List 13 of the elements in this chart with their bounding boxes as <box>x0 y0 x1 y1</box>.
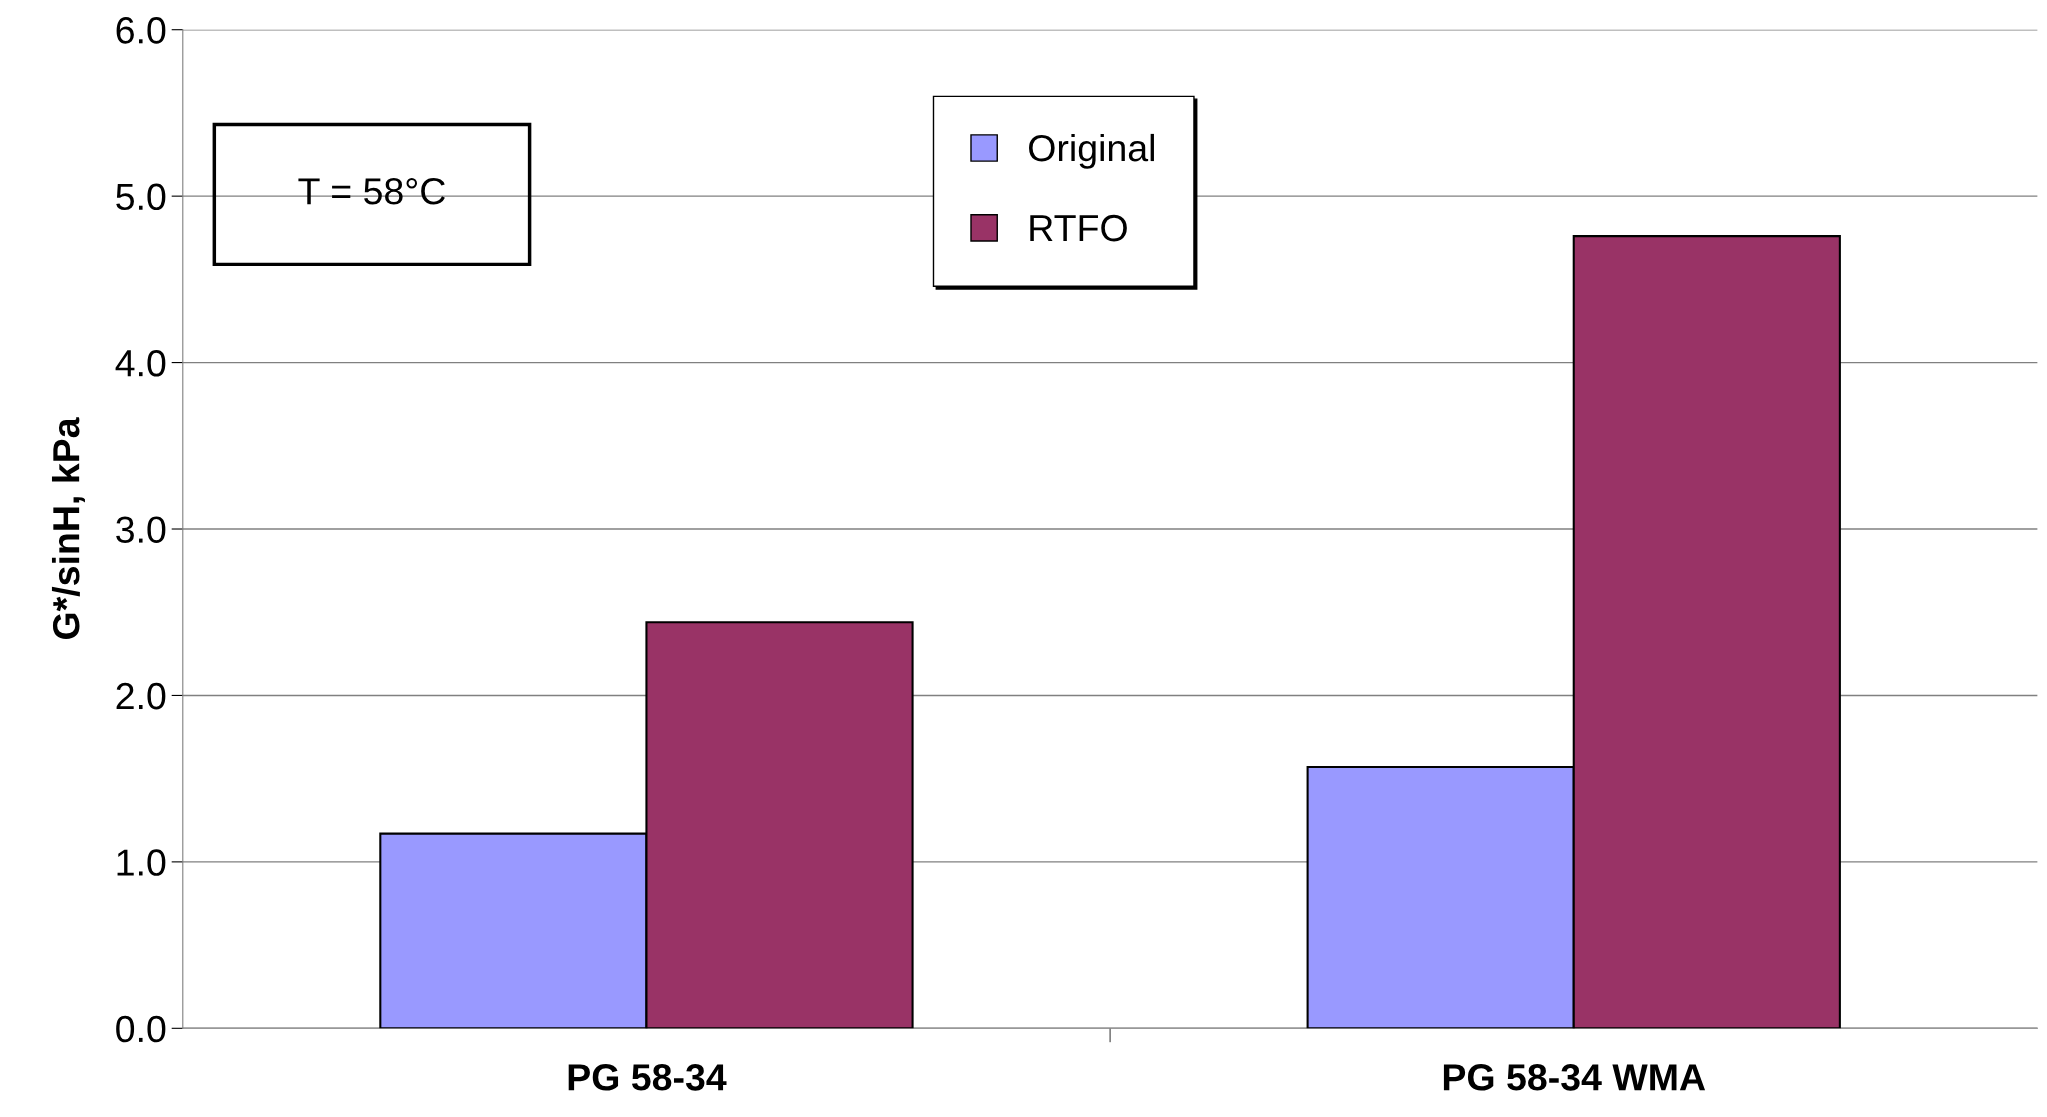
y-tick-label: 6.0 <box>116 17 166 44</box>
y-tick-label: 0.0 <box>116 1015 166 1043</box>
y-tick-label: 1.0 <box>117 849 166 876</box>
y-tick-label: 3.0 <box>116 516 166 543</box>
y-tick-label: 4.0 <box>115 349 166 377</box>
x-tick-label: PG 58-34 <box>568 1064 727 1091</box>
y-tick-label: 2.0 <box>116 682 166 710</box>
y-axis-title: G*/sinH, kPa <box>51 417 85 639</box>
legend-label: Original <box>1029 133 1154 169</box>
y-tick-label: 5.0 <box>116 183 166 211</box>
annotation: T = 58°C <box>298 177 445 205</box>
legend-label: RTFO <box>1030 214 1127 242</box>
x-tick-label: PG 58-34 WMA <box>1443 1064 1706 1091</box>
